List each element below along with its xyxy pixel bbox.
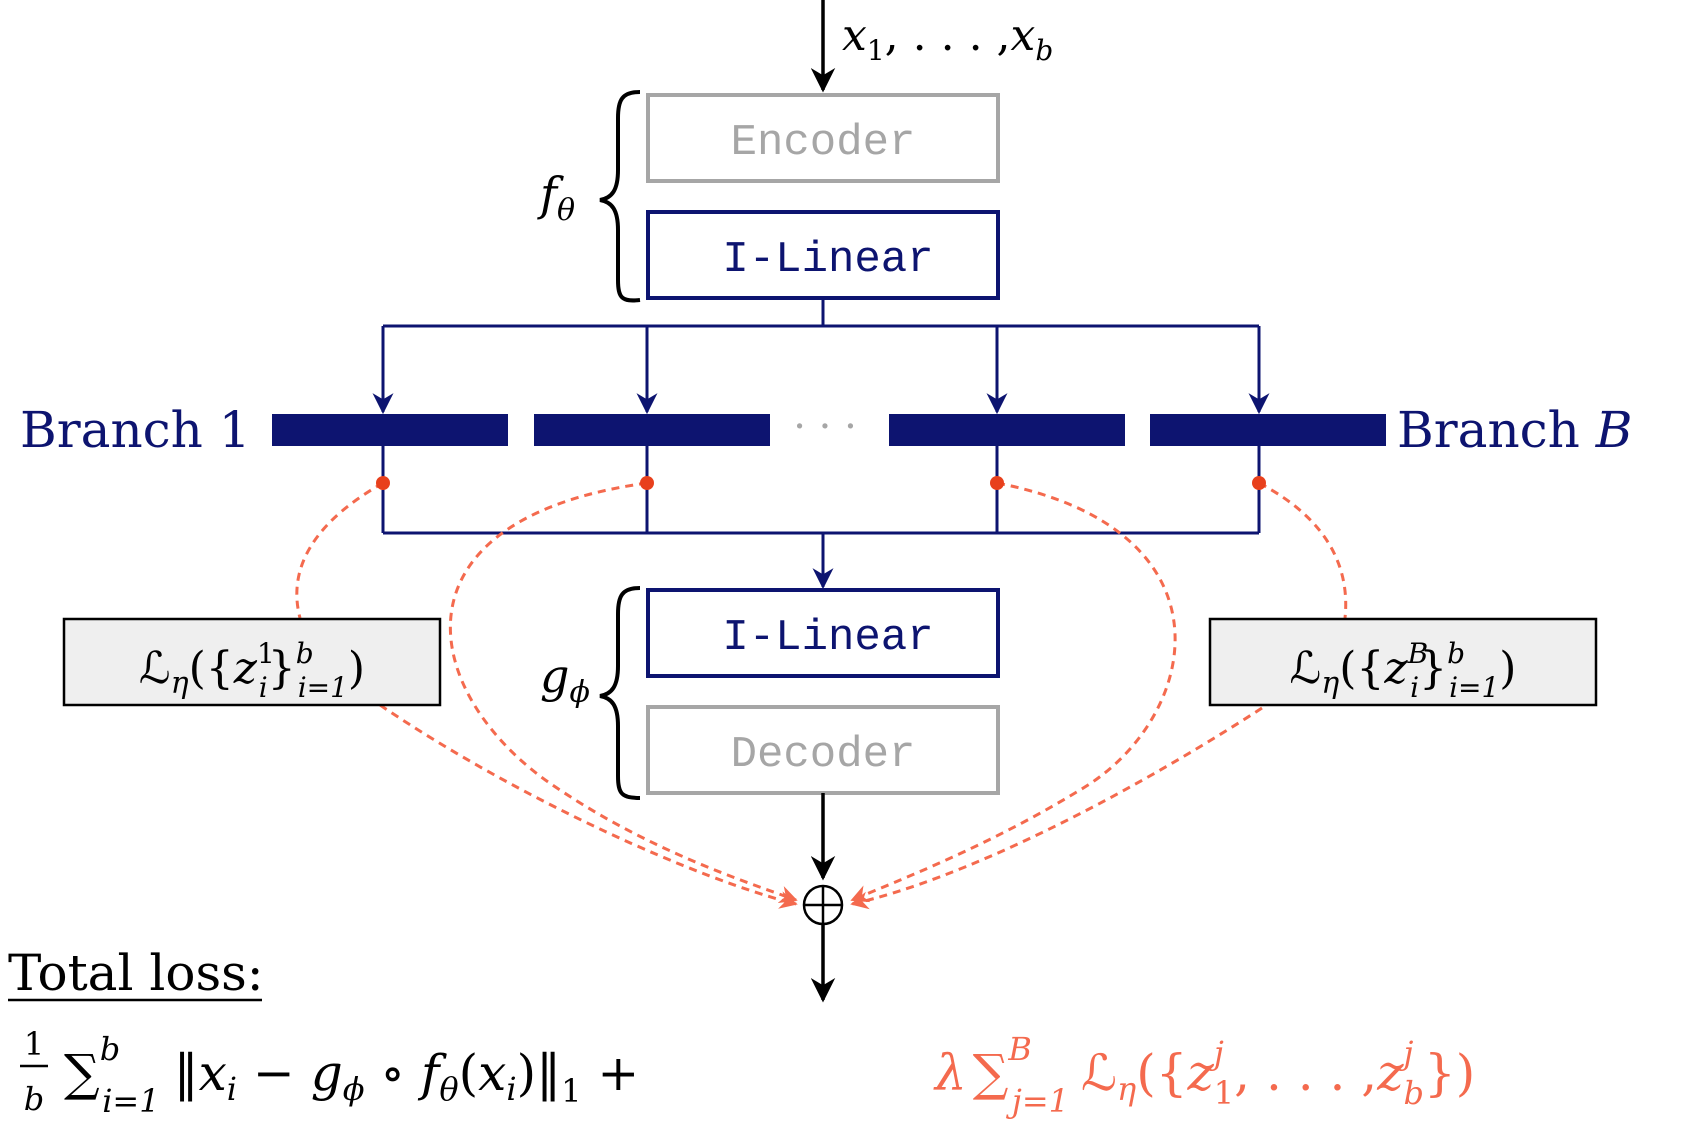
ilinear-bottom-box	[646, 588, 1000, 678]
formula-reconstruction-term: ∑b i=1 ‖xi − gϕ ∘ fθ(xi)‖1 +	[64, 1030, 639, 1120]
loss-box-branch-1	[62, 617, 442, 707]
curve-branch2-to-sum	[448, 481, 798, 904]
branch-output-dots	[376, 476, 1266, 490]
branch-bar-2	[534, 414, 770, 446]
encoder-box	[646, 93, 1000, 183]
branch-split-connectors	[372, 298, 1270, 415]
curve-branch4-to-loss2	[1258, 481, 1348, 619]
input-label: x1, . . . ,xb	[842, 10, 1053, 67]
branch-merge-connectors	[381, 446, 1261, 590]
loss-flow-curves	[295, 481, 1348, 910]
formula-frac-num: 1	[24, 1025, 44, 1063]
decoder-box	[646, 705, 1000, 795]
g-phi-brace	[599, 586, 641, 800]
formula-frac-den: b	[24, 1080, 44, 1118]
curve-branch3-to-sum	[850, 481, 1177, 903]
branch-bar-4	[1150, 414, 1386, 446]
curve-loss1-to-sum	[379, 703, 798, 909]
branch-right-label: Branch B	[1397, 401, 1633, 459]
encoder-label: Encoder	[731, 118, 916, 168]
f-theta-brace	[599, 90, 641, 303]
curve-loss2-to-sum	[850, 706, 1263, 910]
formula-regularization-term: λ ∑B j=1 ℒη({zj 1, . . . ,zj b})	[933, 1030, 1475, 1120]
ilinear-bottom-label: I-Linear	[722, 613, 933, 663]
branch-bar-3	[889, 414, 1125, 446]
f-theta-label: fθ	[537, 167, 575, 228]
curve-branch1-to-loss1	[295, 481, 384, 619]
loss-label-branch-1: ℒη({z1 i}b i=1)	[139, 637, 365, 704]
sum-node	[802, 884, 844, 926]
loss-box-branch-B	[1208, 617, 1598, 707]
total-loss-formula: 1 b ∑b i=1 ‖xi − gϕ ∘ fθ(xi)‖1 + λ ∑B j=1 ℒη(…	[20, 1025, 1475, 1120]
ilinear-top-label: I-Linear	[722, 235, 933, 285]
branch-bar-1	[272, 414, 508, 446]
total-loss-label: Total loss:	[8, 944, 264, 1002]
ilinear-top-box	[646, 210, 1000, 300]
g-phi-label: gϕ	[540, 649, 590, 710]
branch-left-label: Branch 1	[20, 401, 251, 459]
branch-dots: · · ·	[793, 404, 857, 450]
loss-label-branch-B: ℒη({zB i}b i=1)	[1290, 637, 1517, 704]
decoder-label: Decoder	[731, 730, 916, 780]
